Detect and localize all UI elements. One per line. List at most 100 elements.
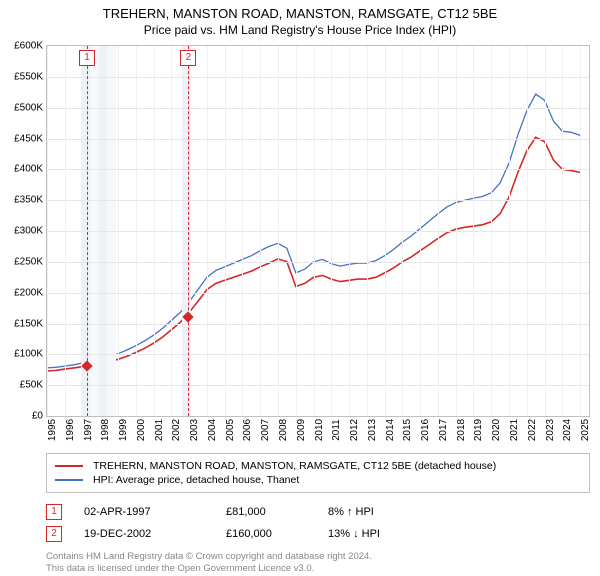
chart-plot-area: £0£50K£100K£150K£200K£250K£300K£350K£400… xyxy=(46,45,590,417)
x-tick-label: 2022 xyxy=(527,419,538,441)
x-tick-label: 2013 xyxy=(367,419,378,441)
x-tick-label: 2017 xyxy=(438,419,449,441)
x-tick-label: 1996 xyxy=(65,419,76,441)
chart-container: TREHERN, MANSTON ROAD, MANSTON, RAMSGATE… xyxy=(0,6,600,566)
y-tick-label: £100K xyxy=(14,349,47,360)
x-tick-label: 2004 xyxy=(207,419,218,441)
y-tick-label: £200K xyxy=(14,287,47,298)
x-gridline xyxy=(225,46,226,416)
x-tick-label: 2005 xyxy=(225,419,236,441)
x-tick-label: 2023 xyxy=(545,419,556,441)
x-gridline xyxy=(278,46,279,416)
x-gridline xyxy=(260,46,261,416)
x-gridline xyxy=(136,46,137,416)
event-price: £81,000 xyxy=(226,506,306,518)
x-gridline xyxy=(349,46,350,416)
event-row: 2 19-DEC-2002 £160,000 13% ↓ HPI xyxy=(46,523,590,545)
legend-label: TREHERN, MANSTON ROAD, MANSTON, RAMSGATE… xyxy=(93,460,496,472)
y-gridline xyxy=(47,139,589,140)
chart-title: TREHERN, MANSTON ROAD, MANSTON, RAMSGATE… xyxy=(0,6,600,21)
x-tick-label: 1995 xyxy=(47,419,58,441)
event-date: 19-DEC-2002 xyxy=(84,528,204,540)
x-tick-label: 2025 xyxy=(580,419,591,441)
x-gridline xyxy=(100,46,101,416)
y-tick-label: £300K xyxy=(14,226,47,237)
x-tick-label: 2010 xyxy=(314,419,325,441)
x-gridline xyxy=(456,46,457,416)
x-gridline xyxy=(473,46,474,416)
x-tick-label: 2018 xyxy=(456,419,467,441)
y-gridline xyxy=(47,108,589,109)
event-marker: 1 xyxy=(46,504,62,520)
x-tick-label: 2012 xyxy=(349,419,360,441)
y-tick-label: £150K xyxy=(14,318,47,329)
x-gridline xyxy=(65,46,66,416)
x-tick-label: 2024 xyxy=(562,419,573,441)
event-row: 102-APR-1997£81,0008% ↑ HPI xyxy=(46,501,590,523)
footer-line: Contains HM Land Registry data © Crown c… xyxy=(46,551,590,563)
x-gridline xyxy=(402,46,403,416)
y-gridline xyxy=(47,231,589,232)
y-tick-label: £50K xyxy=(20,380,47,391)
x-tick-label: 2007 xyxy=(260,419,271,441)
y-gridline xyxy=(47,169,589,170)
x-tick-label: 2006 xyxy=(242,419,253,441)
x-gridline xyxy=(47,46,48,416)
event-marker-box: 2 xyxy=(180,50,196,66)
legend-item: HPI: Average price, detached house, Than… xyxy=(55,473,581,487)
x-gridline xyxy=(331,46,332,416)
event-vline xyxy=(188,46,189,416)
event-list: 102-APR-1997£81,0008% ↑ HPI219-DEC-2002£… xyxy=(46,501,590,545)
y-gridline xyxy=(47,200,589,201)
event-date: 02-APR-1997 xyxy=(84,506,204,518)
x-gridline xyxy=(580,46,581,416)
y-tick-label: £400K xyxy=(14,164,47,175)
y-gridline xyxy=(47,293,589,294)
x-tick-label: 2000 xyxy=(136,419,147,441)
x-tick-label: 1997 xyxy=(83,419,94,441)
x-gridline xyxy=(509,46,510,416)
x-tick-label: 2002 xyxy=(171,419,182,441)
x-tick-label: 2014 xyxy=(385,419,396,441)
legend-item: TREHERN, MANSTON ROAD, MANSTON, RAMSGATE… xyxy=(55,459,581,473)
y-tick-label: £0 xyxy=(32,411,47,422)
x-tick-label: 2015 xyxy=(402,419,413,441)
y-tick-label: £350K xyxy=(14,195,47,206)
footer-line: This data is licensed under the Open Gov… xyxy=(46,563,590,575)
event-price: £160,000 xyxy=(226,528,306,540)
y-tick-label: £550K xyxy=(14,71,47,82)
x-tick-label: 1998 xyxy=(100,419,111,441)
x-tick-label: 2003 xyxy=(189,419,200,441)
x-gridline xyxy=(154,46,155,416)
chart-subtitle: Price paid vs. HM Land Registry's House … xyxy=(0,23,600,37)
x-gridline xyxy=(314,46,315,416)
x-gridline xyxy=(420,46,421,416)
legend-swatch xyxy=(55,479,83,481)
x-gridline xyxy=(242,46,243,416)
x-gridline xyxy=(385,46,386,416)
footer-attribution: Contains HM Land Registry data © Crown c… xyxy=(46,551,590,576)
x-gridline xyxy=(171,46,172,416)
x-gridline xyxy=(296,46,297,416)
event-pct-vs-hpi: 13% ↓ HPI xyxy=(328,528,418,540)
x-tick-label: 2021 xyxy=(509,419,520,441)
x-tick-label: 2019 xyxy=(473,419,484,441)
legend-swatch xyxy=(55,465,83,467)
y-gridline xyxy=(47,385,589,386)
x-tick-label: 2009 xyxy=(296,419,307,441)
x-gridline xyxy=(562,46,563,416)
x-gridline xyxy=(367,46,368,416)
y-tick-label: £450K xyxy=(14,133,47,144)
x-tick-label: 1999 xyxy=(118,419,129,441)
event-marker: 2 xyxy=(46,526,62,542)
x-tick-label: 2016 xyxy=(420,419,431,441)
x-gridline xyxy=(207,46,208,416)
y-tick-label: £600K xyxy=(14,41,47,52)
x-gridline xyxy=(438,46,439,416)
y-gridline xyxy=(47,324,589,325)
x-tick-label: 2011 xyxy=(331,419,342,441)
x-gridline xyxy=(545,46,546,416)
x-gridline xyxy=(83,46,84,416)
y-gridline xyxy=(47,77,589,78)
y-tick-label: £250K xyxy=(14,256,47,267)
